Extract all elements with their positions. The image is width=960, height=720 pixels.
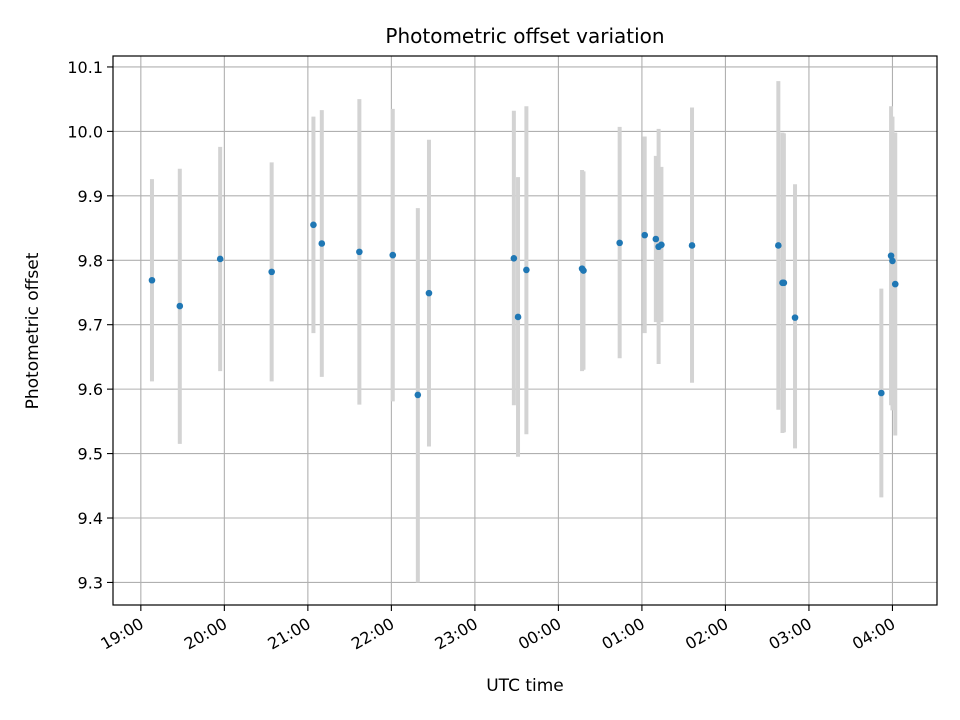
data-points bbox=[148, 221, 899, 399]
data-point bbox=[641, 231, 649, 239]
data-point bbox=[148, 276, 156, 284]
data-point bbox=[688, 242, 696, 249]
data-point bbox=[887, 252, 895, 260]
y-tick-label: 9.5 bbox=[78, 445, 103, 464]
data-point bbox=[389, 251, 397, 259]
y-axis-label: Photometric offset bbox=[23, 252, 43, 409]
data-point bbox=[878, 389, 885, 397]
data-point bbox=[652, 235, 660, 243]
y-tick-label: 9.6 bbox=[78, 380, 103, 399]
x-axis-label: UTC time bbox=[486, 676, 564, 696]
data-point bbox=[514, 313, 522, 321]
y-tick-label: 9.4 bbox=[78, 509, 103, 528]
y-tick-label: 9.3 bbox=[78, 573, 103, 592]
data-point bbox=[791, 314, 799, 321]
data-point bbox=[780, 279, 788, 287]
data-point bbox=[268, 268, 275, 276]
data-point bbox=[510, 255, 518, 262]
data-point bbox=[891, 280, 899, 288]
data-point bbox=[318, 240, 326, 247]
data-point bbox=[176, 302, 184, 310]
data-point bbox=[775, 242, 782, 249]
data-point bbox=[523, 266, 530, 274]
data-point bbox=[310, 221, 317, 229]
y-axis-ticks: 9.3 9.4 9.5 9.6 9.7 9.8 9.9 10.0 10.1 bbox=[67, 58, 113, 592]
data-point bbox=[425, 289, 433, 297]
chart-title: Photometric offset variation bbox=[385, 24, 664, 48]
data-point bbox=[889, 257, 896, 265]
data-point bbox=[658, 241, 665, 249]
y-tick-label: 9.9 bbox=[78, 187, 103, 206]
data-point bbox=[414, 391, 422, 399]
data-point bbox=[356, 248, 363, 256]
data-point bbox=[216, 255, 224, 263]
plot-frame bbox=[112, 55, 938, 606]
data-point bbox=[580, 267, 587, 274]
y-tick-label: 9.8 bbox=[78, 251, 103, 270]
y-tick-label: 10.1 bbox=[67, 58, 103, 77]
data-point bbox=[616, 239, 623, 247]
y-tick-label: 9.7 bbox=[78, 316, 103, 335]
y-tick-label: 10.0 bbox=[67, 122, 103, 141]
